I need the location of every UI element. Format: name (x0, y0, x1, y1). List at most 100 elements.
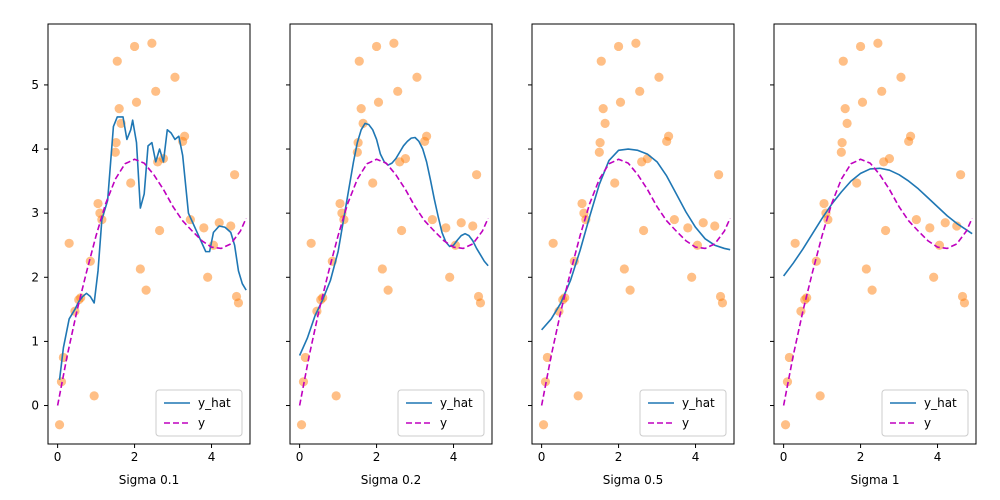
y-true-line (56, 158, 247, 406)
x-tick-label: 4 (208, 450, 216, 464)
data-point (110, 147, 120, 157)
data-point (815, 391, 825, 401)
scatter-points (780, 38, 970, 430)
y-true-line (540, 158, 731, 406)
legend-box (155, 389, 243, 437)
data-point (233, 298, 244, 308)
data-point (940, 218, 950, 228)
data-point (151, 86, 161, 96)
legend-box (639, 389, 727, 437)
data-point (884, 154, 895, 164)
data-point (475, 298, 486, 308)
data-point (952, 221, 962, 231)
data-point (594, 147, 604, 157)
data-point (412, 72, 422, 82)
legend-label: y_hat (440, 396, 473, 410)
legend-label: y_hat (198, 396, 231, 410)
data-point (427, 214, 437, 225)
data-point (141, 285, 151, 295)
data-point (790, 238, 800, 248)
data-point (147, 38, 157, 48)
data-point (819, 198, 829, 209)
x-tick-label: 4 (450, 450, 458, 464)
data-point (823, 214, 833, 225)
data-point (855, 41, 866, 52)
scatter-points (54, 38, 244, 430)
legend-box (881, 389, 969, 437)
x-axis-label: Sigma 0.5 (603, 473, 664, 487)
scatter-points (296, 38, 486, 430)
data-point (642, 154, 653, 164)
x-tick-label: 2 (615, 450, 623, 464)
data-point (358, 118, 368, 128)
data-point (383, 285, 393, 295)
y-hat-line (298, 122, 489, 356)
data-point (842, 118, 852, 128)
data-point (867, 285, 877, 295)
data-point (896, 72, 906, 82)
data-point (354, 56, 364, 66)
data-point (356, 104, 366, 114)
data-point (857, 97, 868, 107)
data-point (811, 256, 821, 266)
data-point (298, 377, 309, 387)
data-point (368, 178, 378, 188)
data-point (85, 256, 95, 266)
data-point (782, 377, 793, 387)
data-point (331, 391, 341, 401)
data-point (335, 198, 345, 209)
data-point (389, 38, 399, 48)
data-point (880, 225, 891, 236)
data-point (111, 138, 121, 148)
y-true-line (298, 158, 489, 406)
data-point (717, 298, 728, 308)
data-point (377, 264, 387, 274)
data-point (619, 264, 629, 274)
data-point (877, 86, 887, 96)
data-point (595, 138, 605, 148)
data-point (683, 223, 693, 233)
legend-label: y_hat (682, 396, 715, 410)
data-point (179, 131, 190, 141)
legend-label: y (682, 416, 689, 430)
data-point (905, 131, 916, 141)
data-point (911, 214, 921, 225)
data-point (296, 420, 307, 430)
y-hat-line (58, 116, 247, 380)
x-tick-label: 2 (373, 450, 381, 464)
data-point (654, 72, 664, 82)
data-point (114, 104, 124, 114)
legend-label: y (440, 416, 447, 430)
data-point (959, 298, 970, 308)
data-point (596, 56, 606, 66)
data-point (598, 104, 608, 114)
legend-label: y (924, 416, 931, 430)
data-point (199, 223, 209, 233)
y-hat-line (782, 167, 973, 277)
y-tick-label: 2 (31, 270, 39, 284)
data-point (710, 221, 720, 231)
axes-frame (289, 23, 493, 445)
data-point (468, 221, 478, 231)
data-point (838, 56, 848, 66)
legend-box (397, 389, 485, 437)
data-point (956, 170, 966, 180)
data-point (373, 97, 384, 107)
data-point (613, 41, 624, 52)
data-point (131, 97, 142, 107)
data-point (780, 420, 791, 430)
data-point (698, 218, 708, 228)
axes-frame (47, 23, 251, 445)
data-point (836, 147, 846, 157)
data-point (393, 86, 403, 96)
data-point (540, 377, 551, 387)
x-tick-label: 2 (857, 450, 865, 464)
y-tick-label: 3 (31, 206, 39, 220)
data-point (226, 221, 236, 231)
